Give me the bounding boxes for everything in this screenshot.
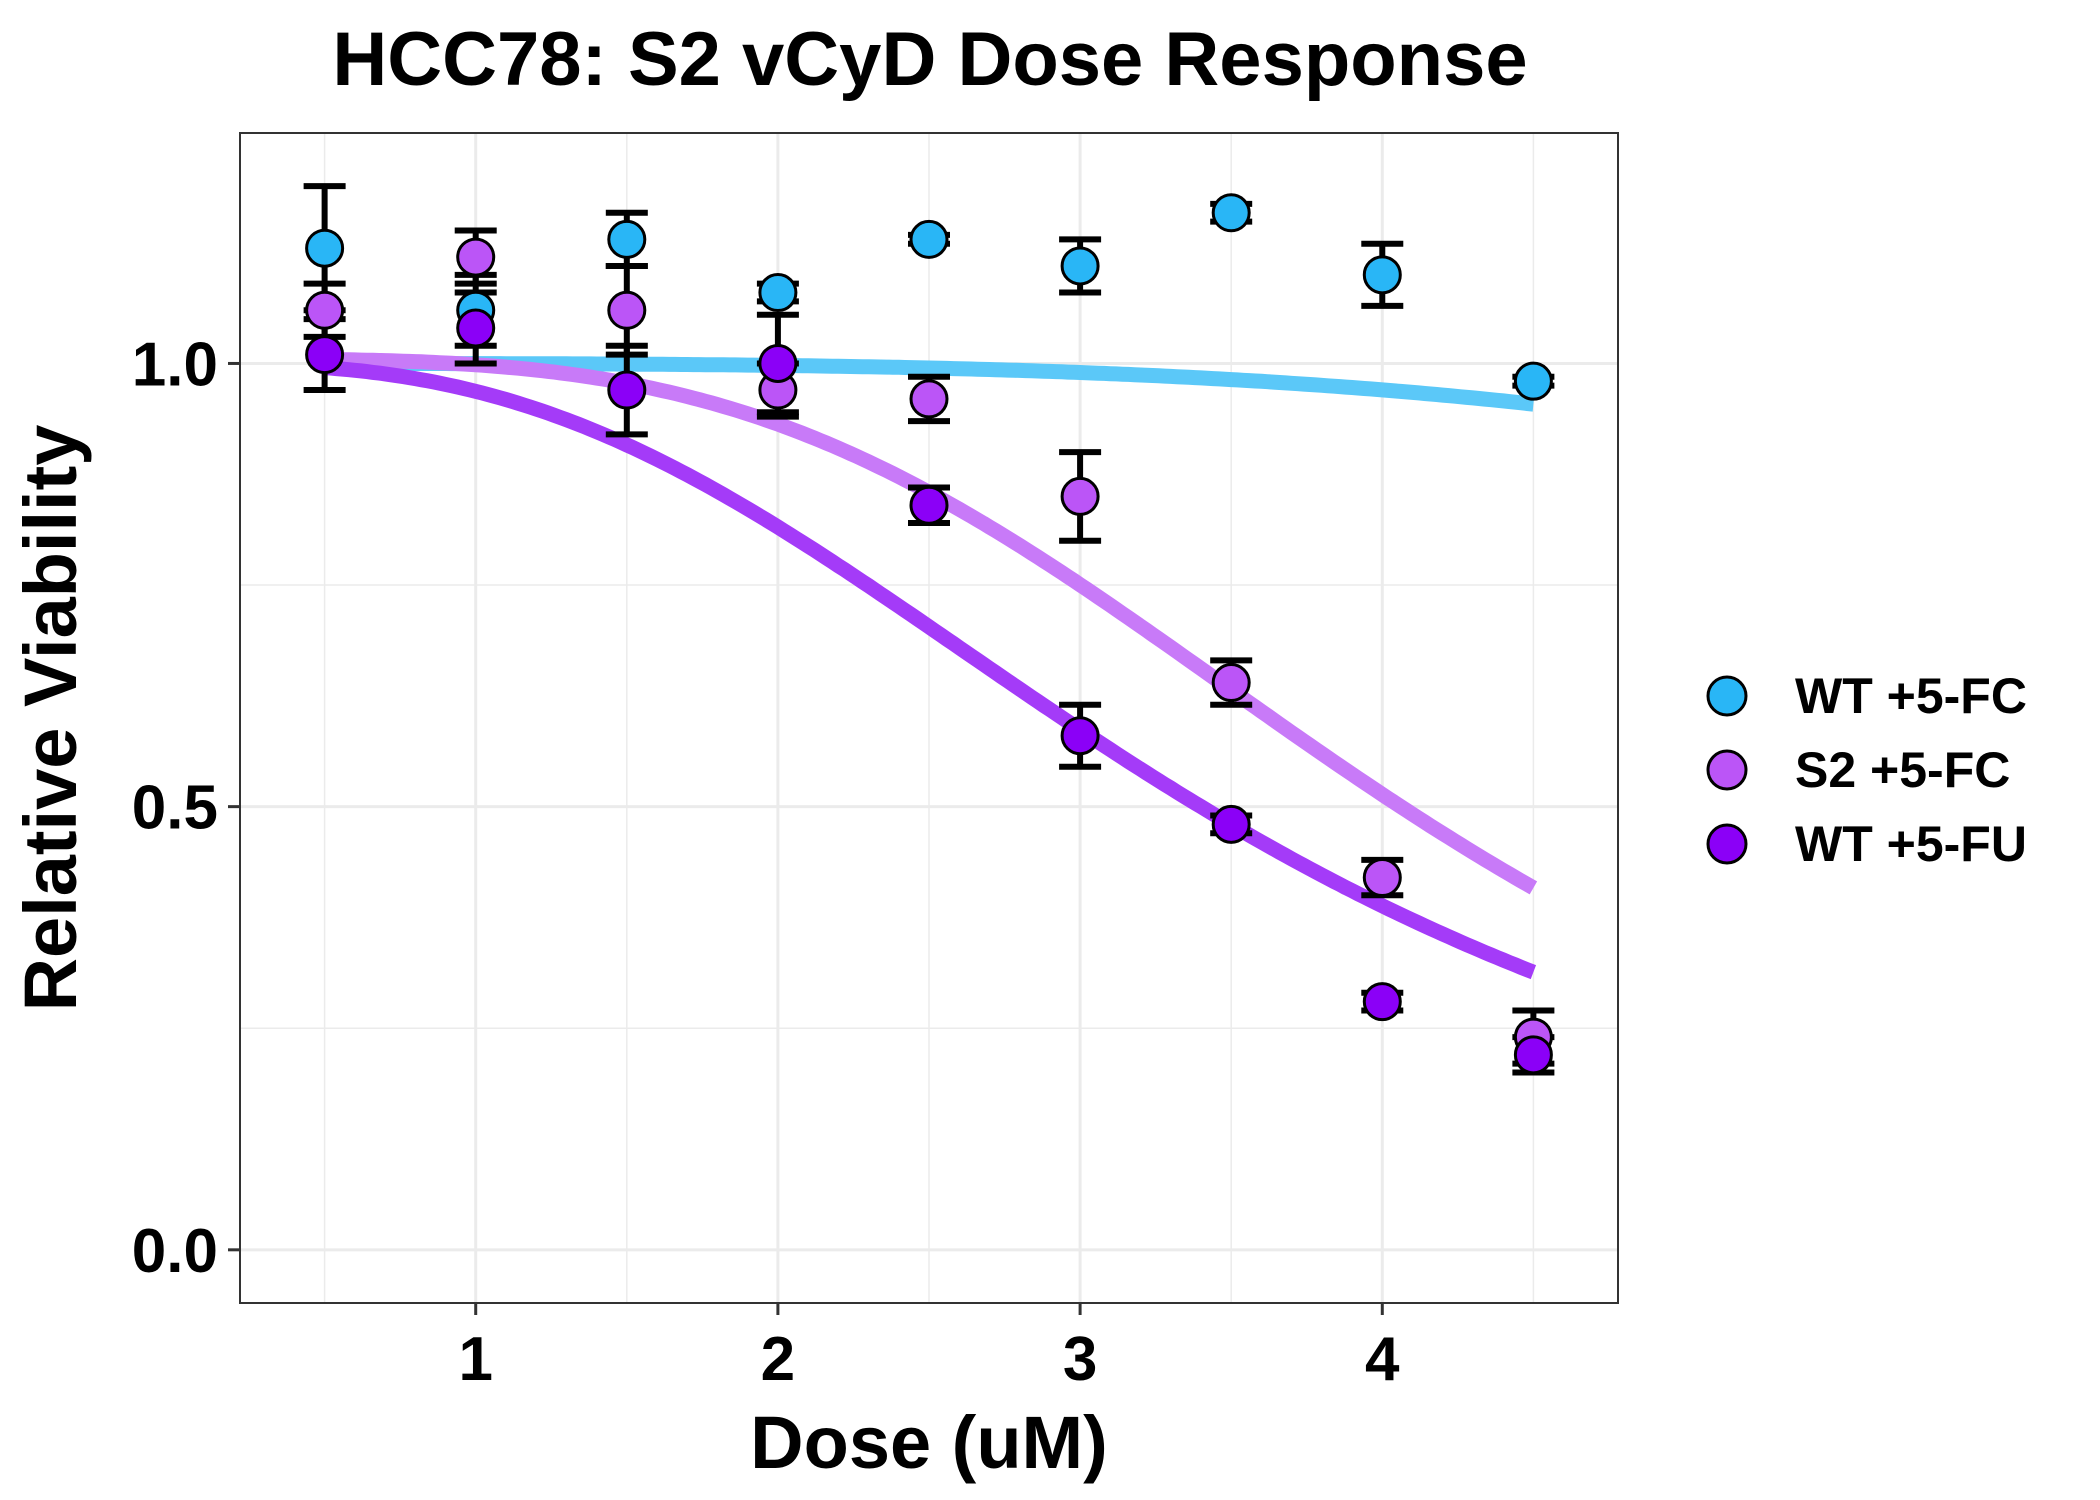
data-point: [305, 228, 345, 268]
fit-curve: [323, 360, 1537, 980]
data-point: [1513, 1035, 1553, 1075]
y-tick-label: 0.5: [132, 774, 218, 843]
x-axis: 1 2 3 4: [458, 1303, 1400, 1394]
x-tick-label: 2: [761, 1325, 795, 1394]
data-point: [909, 485, 949, 525]
data-point: [456, 308, 496, 348]
data-point: [607, 370, 647, 410]
x-tick-label: 3: [1063, 1325, 1097, 1394]
data-point: [1211, 193, 1251, 233]
x-tick-label: 1: [458, 1325, 492, 1394]
legend-label: WT +5-FU: [1795, 816, 2027, 872]
y-tick-label: 0.0: [132, 1217, 218, 1286]
data-point: [1362, 858, 1402, 898]
y-tick-label: 1.0: [132, 330, 218, 399]
data-point: [909, 219, 949, 259]
data-point: [1060, 476, 1100, 516]
legend-marker: [1706, 675, 1748, 717]
x-axis-label: Dose (uM): [750, 1401, 1108, 1484]
data-point: [305, 290, 345, 330]
data-points: [305, 193, 1553, 1075]
data-point: [1513, 361, 1553, 401]
legend-marker: [1706, 749, 1748, 791]
plot-border: [239, 132, 1619, 1304]
data-point: [758, 273, 798, 313]
data-point: [909, 379, 949, 419]
data-point: [1362, 255, 1402, 295]
data-point: [607, 290, 647, 330]
y-axis-label: Relative Viability: [9, 425, 92, 1012]
data-point: [1211, 663, 1251, 703]
x-tick-label: 4: [1365, 1325, 1400, 1394]
chart-title: HCC78: S2 vCyD Dose Response: [332, 17, 1527, 102]
data-point: [1211, 804, 1251, 844]
legend-marker: [1706, 823, 1748, 865]
legend-label: WT +5-FC: [1795, 668, 2027, 724]
plot-panel: [239, 132, 1619, 1304]
legend: WT +5-FC S2 +5-FC WT +5-FU: [1706, 668, 2027, 872]
data-point: [456, 237, 496, 277]
data-point: [305, 335, 345, 375]
data-point: [1362, 982, 1402, 1022]
data-point: [1060, 716, 1100, 756]
y-axis: 0.0 0.5 1.0: [132, 330, 240, 1286]
data-point: [758, 343, 798, 383]
data-point: [1060, 246, 1100, 286]
data-point: [607, 219, 647, 259]
legend-label: S2 +5-FC: [1795, 742, 2010, 798]
